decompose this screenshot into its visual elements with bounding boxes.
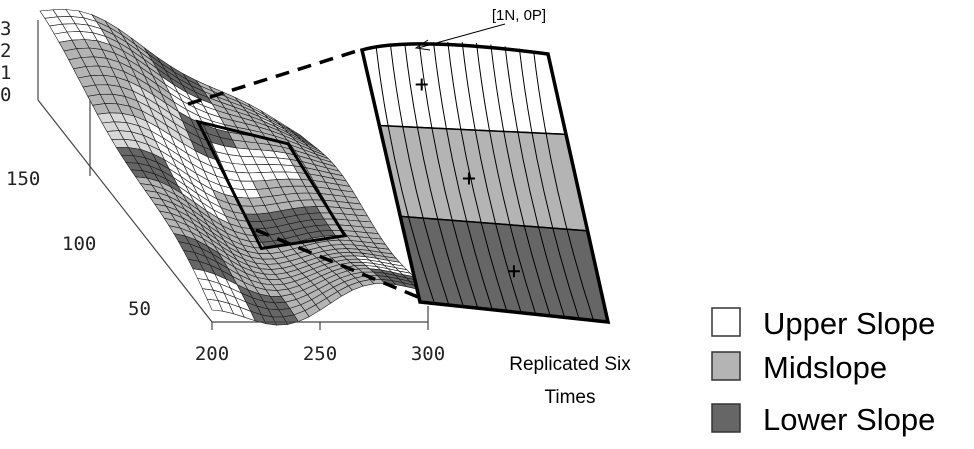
y-tick-label: 100: [62, 233, 96, 255]
contour-stripe: [404, 44, 464, 307]
legend-item-lower-slope: Lower Slope: [711, 402, 935, 437]
terrain-surface: [39, 9, 429, 326]
legend-item-midslope: Midslope: [711, 350, 887, 385]
legend-swatch-lower-slope: [711, 403, 741, 433]
midslope-zone: [378, 124, 589, 232]
terrain-mesh: [39, 9, 429, 326]
legend-label: Upper Slope: [763, 306, 935, 341]
lower-slope-zone: [399, 215, 609, 323]
sample-points: [415, 78, 520, 278]
contour-stripe: [504, 46, 566, 318]
legend-label: Lower Slope: [763, 402, 935, 437]
z-tick-label: 0: [0, 84, 11, 106]
x-tick-label: 250: [303, 343, 337, 365]
z-tick-label: 2: [0, 40, 11, 62]
x-tick-label: 200: [195, 343, 229, 365]
zoom-connectors: [187, 48, 431, 304]
zoomed-plot-outline: [359, 42, 611, 324]
x-axis-ticks: 200 250 300: [195, 343, 445, 365]
contour-stripe: [461, 42, 522, 313]
legend-item-upper-slope: Upper Slope: [711, 306, 935, 341]
plot-outline: [195, 119, 348, 251]
z-tick-label: 3: [0, 18, 11, 40]
contour-stripe: [375, 47, 435, 304]
contour-stripes: [375, 41, 594, 321]
caption: Replicated Six Times: [509, 354, 631, 408]
z-axis-ticks: 3 2 1 0: [0, 18, 11, 106]
arrowhead-icon: [414, 39, 431, 51]
legend: Upper Slope Midslope Lower Slope: [711, 306, 935, 437]
contour-stripe: [447, 41, 508, 312]
legend-swatch-midslope: [711, 351, 741, 381]
axis-frame: [37, 20, 429, 330]
plus-marker-icon: [507, 265, 520, 278]
contour-stripe: [518, 48, 580, 320]
y-axis-line: [37, 99, 213, 323]
y-axis-ticks: 150 100 50: [6, 168, 151, 320]
contour-stripe: [390, 45, 450, 306]
legend-swatch-upper-slope: [711, 307, 741, 337]
contour-stripe: [418, 42, 479, 309]
x-tick-label: 300: [411, 343, 445, 365]
legend-label: Midslope: [763, 350, 887, 385]
y-tick-label: 50: [128, 298, 151, 320]
contour-stripe: [533, 51, 594, 321]
zoomed-plot: [359, 41, 611, 324]
callout: [1N, 0P]: [414, 7, 546, 51]
contour-stripe: [490, 44, 551, 316]
callout-label: [1N, 0P]: [492, 7, 546, 24]
contour-stripe: [476, 43, 537, 315]
caption-line-1: Replicated Six: [509, 354, 631, 375]
z-tick-label: 1: [0, 62, 11, 84]
callout-arrow: [417, 23, 506, 49]
plus-marker-icon: [462, 172, 475, 185]
connector-line-bottom: [255, 228, 431, 304]
plus-marker-icon: [415, 78, 428, 91]
connector-line-top: [187, 48, 361, 106]
y-tick-label: 150: [6, 168, 40, 190]
contour-stripe: [433, 42, 493, 310]
caption-line-2: Times: [544, 387, 595, 408]
